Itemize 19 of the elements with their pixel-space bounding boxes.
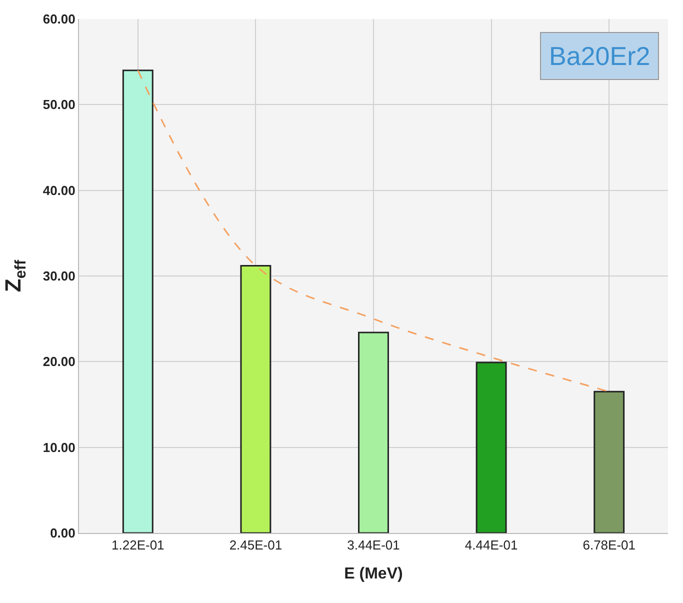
x-axis-title: E (MeV) xyxy=(344,565,403,582)
bar xyxy=(122,70,154,533)
y-tick-label: 40.00 xyxy=(42,182,76,198)
bar xyxy=(476,362,507,533)
y-tick-label: 60.00 xyxy=(42,12,76,27)
x-tick-label: 4.44E-01 xyxy=(464,538,518,553)
bar xyxy=(358,332,389,533)
x-tick-label: 6.78E-01 xyxy=(582,538,636,553)
y-tick-label: 30.00 xyxy=(42,268,76,284)
x-tick-label: 1.22E-01 xyxy=(112,538,164,553)
annotation: Ba20Er2 xyxy=(549,41,650,71)
y-tick-label: 0.00 xyxy=(50,526,76,541)
y-tick-label: 10.00 xyxy=(42,440,76,455)
y-tick-label: 50.00 xyxy=(42,97,76,112)
bar xyxy=(594,390,625,533)
y-tick-label: 20.00 xyxy=(42,354,76,370)
x-tick-label: 3.44E-01 xyxy=(347,538,400,553)
x-tick-label: 2.45E-01 xyxy=(229,538,282,553)
bar xyxy=(240,264,272,533)
